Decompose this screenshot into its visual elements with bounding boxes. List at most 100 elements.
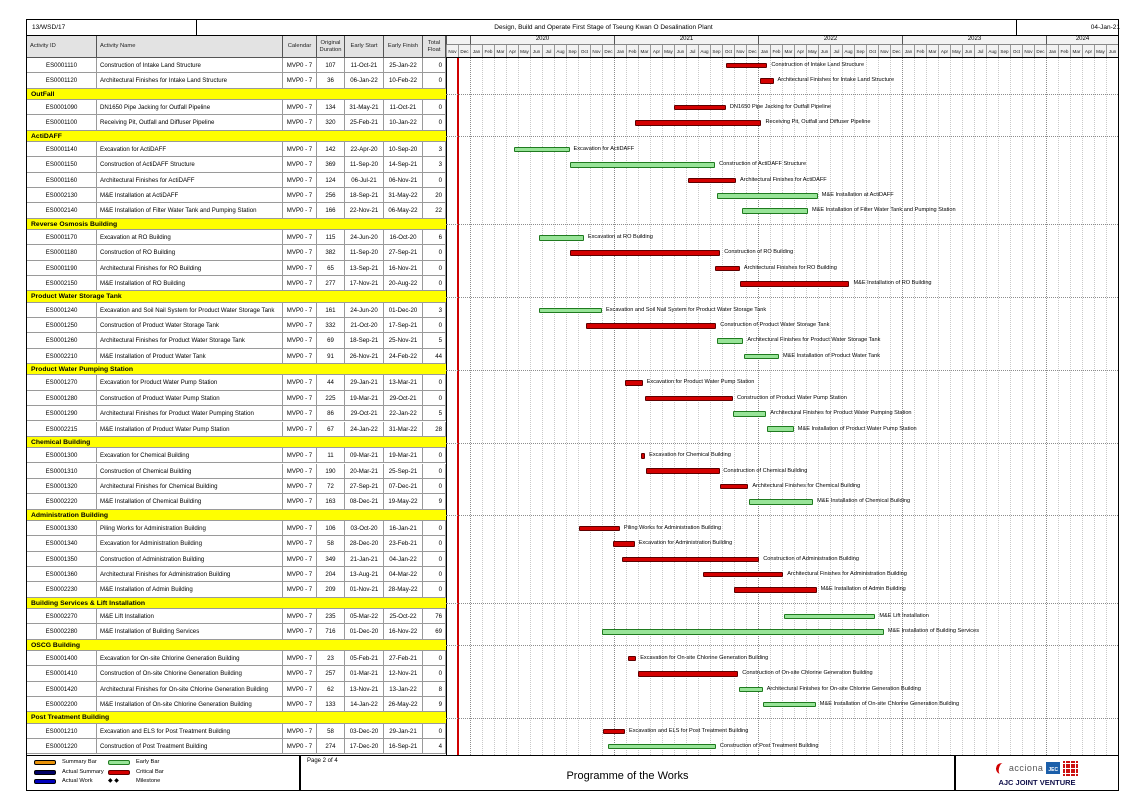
activity-id-cell: ES0001400 <box>27 650 97 666</box>
acciona-logo: acciona <box>1008 763 1044 773</box>
total-float-cell: 0 <box>423 723 446 738</box>
bar-label: M&E Installation of Chemical Building <box>817 498 911 505</box>
activity-id-cell: ES0001180 <box>27 245 97 260</box>
section-band: OutFall <box>27 88 446 100</box>
critical-bar <box>641 453 645 459</box>
logo-box: acciona JEC AJC JOINT VENTURE <box>955 755 1119 791</box>
table-row: ES0001160 Architectural Finishes for Acti… <box>27 172 446 189</box>
month-header: Jan <box>902 45 914 58</box>
table-left-rule <box>26 58 27 755</box>
calendar-cell: MVP0 - 7 <box>283 58 317 73</box>
early-start-cell: 22-Apr-20 <box>345 142 384 157</box>
total-float-cell: 6 <box>423 230 446 245</box>
original-duration-cell: 256 <box>317 188 345 203</box>
section-band: Post Treatment Building <box>27 712 446 724</box>
bar-label: Construction of RO Building <box>724 249 794 256</box>
early-start-cell: 18-Sep-21 <box>345 333 384 348</box>
month-header: May <box>518 45 530 58</box>
early-start-cell: 18-Sep-21 <box>345 188 384 203</box>
early-finish-cell: 10-Feb-22 <box>384 73 423 88</box>
activity-id-cell: ES0002130 <box>27 188 97 203</box>
acciona-logo-icon <box>994 761 1008 775</box>
early-finish-cell: 17-Sep-21 <box>384 318 423 333</box>
early-start-cell: 25-Feb-21 <box>345 115 384 130</box>
early-finish-cell: 10-Jan-22 <box>384 115 423 130</box>
total-float-cell: 0 <box>423 478 446 494</box>
activity-name-cell: Excavation for ActiDAFF <box>97 142 283 157</box>
early-bar <box>738 686 763 692</box>
bar-label: Excavation at RO Building <box>587 234 653 241</box>
month-gridline <box>986 58 987 755</box>
activity-name-cell: Architectural Finishes for Chemical Buil… <box>97 478 283 494</box>
activity-name-cell: Architectural Finishes for On-site Chlor… <box>97 681 283 696</box>
activity-id-cell: ES0002215 <box>27 421 97 436</box>
original-duration-cell: 11 <box>317 448 345 463</box>
early-start-cell: 29-Jan-21 <box>345 375 384 390</box>
original-duration-cell: 58 <box>317 536 345 551</box>
activity-name-cell: Excavation for Chemical Building <box>97 448 283 463</box>
activity-id-cell: ES0001290 <box>27 406 97 421</box>
legend-box <box>26 755 300 791</box>
total-float-cell: 0 <box>423 650 446 666</box>
section-gridline <box>446 94 1118 96</box>
activity-id-cell: ES0001120 <box>27 73 97 88</box>
activity-id-cell: ES0001090 <box>27 100 97 115</box>
month-gridline <box>854 58 855 755</box>
early-bar <box>767 426 794 432</box>
early-finish-cell: 06-May-22 <box>384 203 423 218</box>
early-start-cell: 20-Mar-21 <box>345 463 384 478</box>
month-header: Dec <box>746 45 758 58</box>
bar-label: Architectural Finishes for Intake Land S… <box>777 77 895 84</box>
original-duration-cell: 382 <box>317 245 345 260</box>
early-finish-cell: 13-Mar-21 <box>384 375 423 390</box>
month-header: May <box>662 45 674 58</box>
early-finish-cell: 04-Jan-22 <box>384 551 423 566</box>
activity-name-cell: Architectural Finishes for Product Water… <box>97 333 283 348</box>
calendar-cell: MVP0 - 7 <box>283 390 317 406</box>
early-start-cell: 11-Sep-20 <box>345 157 384 172</box>
early-bar <box>514 146 570 153</box>
section-gridline <box>446 442 1118 444</box>
table-row: ES0002200 M&E Installation of On-site Chl… <box>27 696 446 713</box>
activity-id-cell: ES0002200 <box>27 696 97 712</box>
calendar-cell: MVP0 - 7 <box>283 681 317 696</box>
month-header: Sep <box>710 45 722 58</box>
calendar-cell: MVP0 - 7 <box>283 536 317 551</box>
critical-bar <box>725 62 768 69</box>
month-gridline <box>542 58 543 755</box>
activity-id-cell: ES0001150 <box>27 157 97 172</box>
original-duration-cell: 277 <box>317 276 345 291</box>
early-finish-cell: 27-Feb-21 <box>384 650 423 666</box>
month-gridline <box>866 58 867 755</box>
early-finish-cell: 25-Nov-21 <box>384 333 423 348</box>
activity-id-cell: ES0002140 <box>27 203 97 218</box>
early-bar <box>608 743 716 750</box>
month-header: Feb <box>770 45 782 58</box>
early-start-cell: 31-May-21 <box>345 100 384 115</box>
activity-id-cell: ES0001140 <box>27 142 97 157</box>
month-gridline <box>1106 58 1107 755</box>
activity-name-cell: Receiving Pit, Outfall and Diffuser Pipe… <box>97 115 283 130</box>
early-start-cell: 01-Nov-21 <box>345 582 384 597</box>
early-finish-cell: 06-Nov-21 <box>384 172 423 188</box>
month-header: Jan <box>758 45 770 58</box>
calendar-cell: MVP0 - 7 <box>283 318 317 333</box>
month-header: Apr <box>938 45 950 58</box>
bar-label: M&E Installation of Product Water Tank <box>783 352 881 359</box>
activity-id-cell: ES0001210 <box>27 723 97 738</box>
report-title: Design, Build and Operate First Stage of… <box>494 24 713 31</box>
table-row: ES0001270 Excavation for Product Water Pu… <box>27 375 446 391</box>
table-row: ES0001110 Construction of Intake Land Str… <box>27 58 446 74</box>
bar-label: Construction of Product Water Storage Ta… <box>720 322 830 329</box>
activity-id-cell: ES0001260 <box>27 333 97 348</box>
table-row: ES0001420 Architectural Finishes for On-s… <box>27 681 446 697</box>
calendar-cell: MVP0 - 7 <box>283 448 317 463</box>
original-duration-cell: 320 <box>317 115 345 130</box>
section-band: Product Water Pumping Station <box>27 364 446 376</box>
early-finish-cell: 12-Nov-21 <box>384 666 423 681</box>
activity-id-cell: ES0001270 <box>27 375 97 390</box>
table-row: ES0001180 Construction of RO Building MVP0… <box>27 245 446 261</box>
early-start-cell: 22-Nov-21 <box>345 203 384 218</box>
early-start-cell: 09-Mar-21 <box>345 448 384 463</box>
early-bar <box>748 499 814 505</box>
